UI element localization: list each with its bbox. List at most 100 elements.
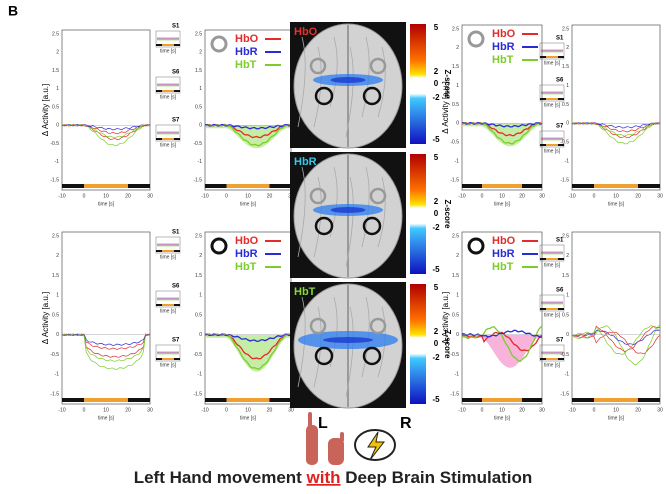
plot-frame <box>461 231 543 405</box>
inset-frame <box>155 344 181 362</box>
y-tick-label: -1.5 <box>50 177 59 183</box>
shaded-area <box>205 334 291 372</box>
y-tick-label: -0.5 <box>560 352 569 358</box>
footer-text: Left Hand movement <box>134 468 307 487</box>
trace <box>204 333 292 342</box>
colorbar-tick: -2 <box>432 353 440 362</box>
brain-sulcus <box>297 166 306 258</box>
y-tick-label: 2 <box>456 45 459 51</box>
y-tick-label: -0.5 <box>50 141 59 147</box>
x-tick-label: 10 <box>245 407 251 413</box>
inset-frame <box>155 290 181 308</box>
x-tick-label: 10 <box>613 407 619 413</box>
legend-label: HbR <box>235 46 258 58</box>
stimulus-bar <box>162 358 174 360</box>
x-tick-label: 0 <box>593 193 596 199</box>
hemisphere-label: R <box>400 415 412 432</box>
shaded-area <box>462 123 542 147</box>
y-tick-label: 2.5 <box>52 233 59 239</box>
trace <box>61 333 151 370</box>
stimulus-bar <box>546 98 558 100</box>
y-tick-label: 0.5 <box>562 312 569 318</box>
inset-axis-label: time [s] <box>544 60 561 66</box>
inset-label: S1 <box>172 230 180 236</box>
y-tick-label: 2.5 <box>452 26 459 32</box>
y-tick-label: 2 <box>566 45 569 51</box>
inset-label: S1 <box>172 24 180 30</box>
stimulus-bar <box>482 398 522 402</box>
y-tick-label: 0 <box>199 332 202 338</box>
x-axis-label: time [s] <box>494 201 511 207</box>
x-axis-label: time [s] <box>608 201 625 207</box>
optode-marker <box>369 57 387 75</box>
colorbar-tick: 2 <box>434 67 439 76</box>
optode-marker <box>362 216 382 236</box>
plot-frame <box>61 29 151 191</box>
map-label: HbR <box>294 156 317 168</box>
y-tick-label: -1 <box>565 372 570 378</box>
x-tick-label: 10 <box>245 193 251 199</box>
shaded-area <box>205 125 291 149</box>
x-tick-label: 10 <box>499 407 505 413</box>
x-tick-label: 0 <box>593 407 596 413</box>
x-tick-label: 10 <box>103 193 109 199</box>
stimulation-icon <box>354 429 396 461</box>
map-label: HbO <box>294 26 318 38</box>
trace <box>571 325 661 352</box>
x-tick-label: -10 <box>568 193 575 199</box>
legend-label: HbT <box>492 54 514 66</box>
y-tick-label: -0.5 <box>450 140 459 146</box>
x-tick-label: 30 <box>657 193 663 199</box>
panel-label: B <box>8 3 18 19</box>
trace <box>571 122 661 129</box>
trace <box>61 333 151 350</box>
colorbar-tick: 0 <box>434 339 439 348</box>
y-axis-label: Δ Activity [a.u.] <box>41 84 50 136</box>
y-tick-label: 1.5 <box>195 68 202 74</box>
stimulus-bar <box>546 358 558 360</box>
x-tick-label: 20 <box>267 193 273 199</box>
trace <box>461 121 543 128</box>
y-tick-label: 1.5 <box>452 273 459 279</box>
brain-sulcus <box>361 36 370 118</box>
y-tick-label: -1 <box>198 159 203 165</box>
y-tick-label: -0.5 <box>193 141 202 147</box>
x-tick-label: -10 <box>201 407 208 413</box>
trace <box>571 122 661 145</box>
colorbar-tick: 0 <box>434 79 439 88</box>
y-tick-label: 2.5 <box>195 233 202 239</box>
colorbar-tick: 5 <box>434 283 439 292</box>
y-tick-label: 0 <box>566 332 569 338</box>
stimulus-bar <box>162 304 174 306</box>
x-axis-label: time [s] <box>98 201 115 207</box>
inset-frame <box>539 244 565 262</box>
colorbar <box>410 24 426 144</box>
inset-frame <box>539 130 565 148</box>
x-tick-label: 30 <box>288 407 294 413</box>
inset-axis-label: time [s] <box>544 102 561 108</box>
inset-frame <box>155 76 181 94</box>
brain-sulcus <box>297 36 306 128</box>
y-tick-label: 0 <box>199 123 202 129</box>
optode-marker <box>314 346 334 366</box>
y-tick-label: -0.5 <box>560 140 569 146</box>
legend-label: HbT <box>235 59 257 71</box>
inset-label: S6 <box>556 78 564 84</box>
inset-label: S7 <box>172 118 180 124</box>
x-tick-label: 0 <box>481 407 484 413</box>
stimulus-bar <box>546 144 558 146</box>
y-tick-label: 2 <box>56 253 59 259</box>
brain-sulcus <box>297 296 306 388</box>
optode-marker <box>210 35 228 53</box>
y-tick-label: -1 <box>455 372 460 378</box>
y-tick-label: 0.5 <box>195 104 202 110</box>
x-tick-label: 20 <box>635 407 641 413</box>
trace <box>61 124 151 147</box>
y-tick-label: -1.5 <box>450 177 459 183</box>
inset-frame <box>155 30 181 48</box>
y-tick-label: 2 <box>456 253 459 259</box>
y-tick-label: 1 <box>566 293 569 299</box>
y-tick-label: 1 <box>456 293 459 299</box>
inset-label: S7 <box>172 338 180 344</box>
optode-marker <box>467 30 485 48</box>
